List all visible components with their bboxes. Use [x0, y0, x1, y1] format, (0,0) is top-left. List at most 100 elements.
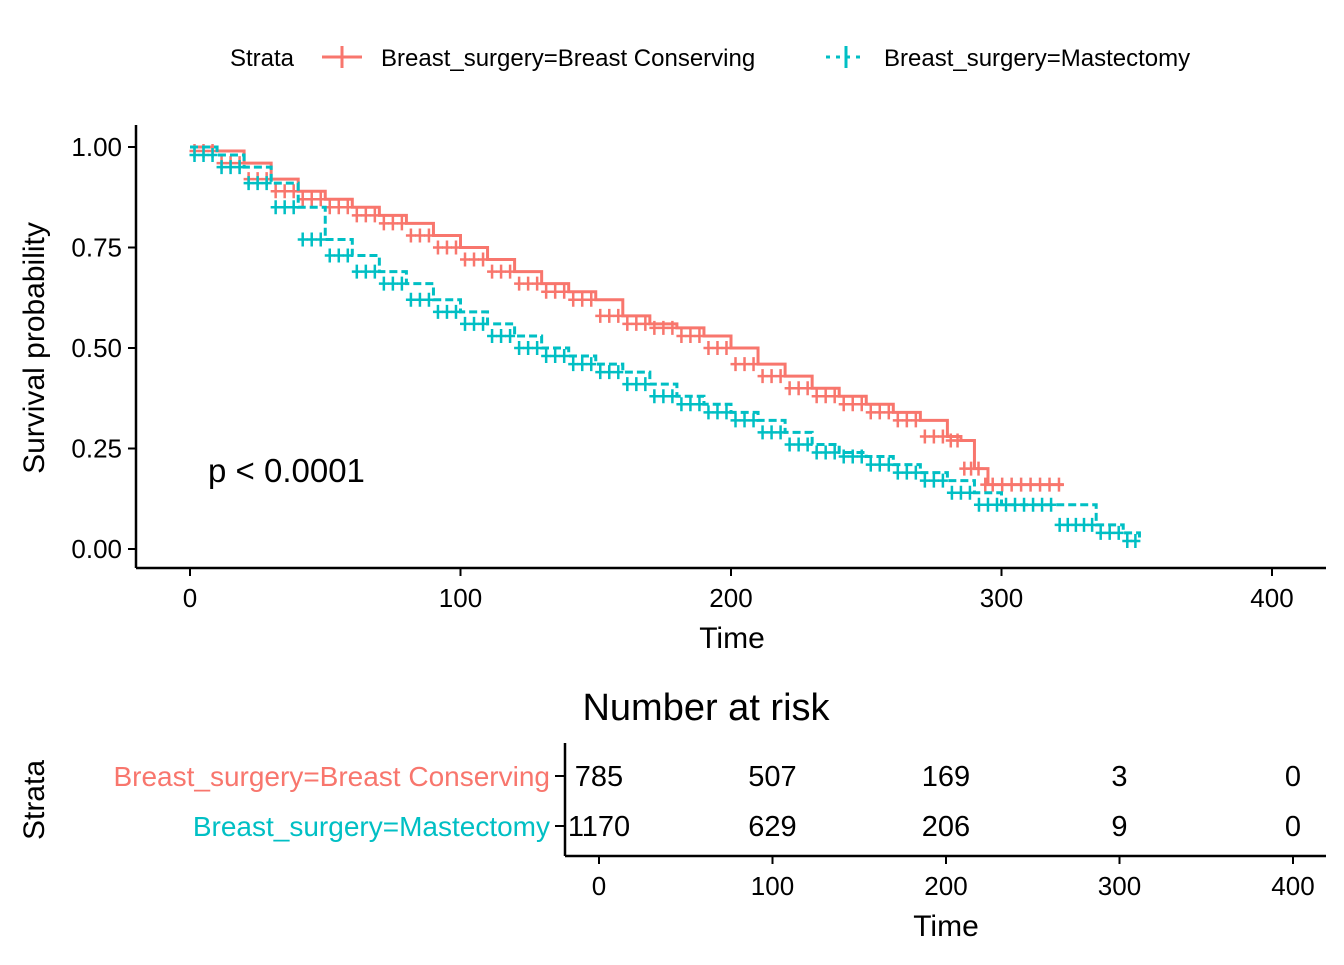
risk-cell: 785	[575, 761, 623, 793]
risk-cell: 169	[922, 761, 970, 793]
censor-mark-mastectomy	[396, 276, 407, 291]
censor-mark-mastectomy	[405, 292, 416, 307]
censor-mark-conserving	[622, 316, 633, 331]
censor-mark-mastectomy	[694, 397, 705, 412]
censor-mark-conserving	[910, 413, 921, 428]
censor-mark-mastectomy	[568, 357, 579, 372]
censor-mark-conserving	[577, 292, 588, 307]
y-axis-title: Survival probability	[18, 222, 51, 474]
censor-mark-conserving	[820, 389, 831, 404]
censor-mark-mastectomy	[856, 449, 867, 464]
censor-mark-conserving	[667, 320, 678, 335]
censor-mark-mastectomy	[991, 497, 1002, 512]
censor-mark-conserving	[937, 429, 948, 444]
censor-mark-mastectomy	[676, 397, 687, 412]
risk-row-label-conserving: Breast_surgery=Breast Conserving	[113, 761, 550, 792]
censor-mark-conserving	[396, 216, 407, 231]
censor-mark-mastectomy	[378, 276, 389, 291]
censor-mark-conserving	[523, 276, 534, 291]
censor-mark-conserving	[811, 389, 822, 404]
censor-mark-conserving	[360, 208, 371, 223]
risk-cell: 3	[1111, 761, 1127, 793]
censor-mark-conserving	[793, 381, 804, 396]
censor-mark-mastectomy	[928, 473, 939, 488]
y-tick-label: 0.50	[71, 333, 122, 363]
censor-mark-mastectomy	[712, 405, 723, 420]
censor-mark-mastectomy	[829, 445, 840, 460]
censor-mark-mastectomy	[919, 473, 930, 488]
survival-curves	[189, 144, 1141, 548]
censor-mark-conserving	[586, 292, 597, 307]
censor-mark-mastectomy	[811, 445, 822, 460]
censor-mark-mastectomy	[910, 465, 921, 480]
censor-mark-conserving	[775, 369, 786, 384]
risk-table-x-title: Time	[913, 910, 979, 943]
censor-mark-mastectomy	[838, 449, 849, 464]
censor-mark-mastectomy	[721, 405, 732, 420]
censor-mark-conserving	[405, 228, 416, 243]
censor-mark-mastectomy	[946, 485, 957, 500]
censor-mark-mastectomy	[523, 341, 534, 355]
censor-mark-mastectomy	[586, 357, 597, 372]
censor-mark-mastectomy	[1037, 497, 1048, 512]
y-tick-label: 0.00	[71, 534, 122, 564]
censor-mark-mastectomy	[1046, 497, 1057, 512]
censor-mark-conserving	[748, 357, 759, 372]
censor-mark-mastectomy	[387, 276, 398, 291]
censor-mark-mastectomy	[1087, 517, 1098, 532]
censor-mark-mastectomy	[306, 232, 317, 247]
censor-mark-mastectomy	[315, 232, 326, 247]
censor-mark-conserving	[865, 405, 876, 420]
risk-cell: 507	[748, 761, 796, 793]
censor-mark-conserving	[423, 228, 434, 243]
censor-mark-conserving	[901, 413, 912, 428]
censor-mark-mastectomy	[351, 264, 362, 279]
censor-mark-mastectomy	[1104, 525, 1115, 540]
censor-mark-mastectomy	[324, 248, 335, 263]
censor-mark-mastectomy	[892, 465, 903, 480]
censor-mark-conserving	[288, 184, 299, 199]
censor-mark-conserving	[496, 264, 507, 279]
censor-mark-mastectomy	[964, 485, 975, 500]
censor-mark-conserving	[694, 328, 705, 343]
censor-mark-conserving	[856, 397, 867, 412]
censor-mark-mastectomy	[1001, 497, 1012, 512]
censor-mark-mastectomy	[757, 425, 768, 440]
censor-mark-conserving	[658, 320, 669, 335]
censor-mark-mastectomy	[432, 304, 443, 319]
censor-mark-mastectomy	[577, 357, 588, 372]
x-tick-label: 200	[709, 583, 752, 613]
censor-mark-conserving	[631, 316, 642, 331]
censor-mark-conserving	[315, 192, 326, 207]
censor-mark-conserving	[703, 341, 714, 355]
risk-table-y-title: Strata	[18, 760, 51, 840]
censor-mark-conserving	[414, 228, 425, 243]
censor-mark-conserving	[1016, 477, 1027, 492]
risk-cell: 0	[1285, 761, 1301, 793]
censor-mark-conserving	[441, 240, 452, 255]
censor-mark-conserving	[378, 216, 389, 231]
censor-mark-conserving	[487, 264, 498, 279]
censor-mark-mastectomy	[883, 457, 894, 472]
censor-mark-conserving	[369, 208, 380, 223]
censor-mark-mastectomy	[739, 413, 750, 428]
censor-mark-conserving	[649, 320, 660, 335]
censor-mark-conserving	[802, 381, 813, 396]
censor-mark-conserving	[306, 192, 317, 207]
censor-mark-mastectomy	[550, 349, 561, 364]
censor-mark-mastectomy	[414, 292, 425, 307]
censor-mark-mastectomy	[631, 377, 642, 392]
censor-mark-mastectomy	[703, 405, 714, 420]
censor-mark-mastectomy	[1010, 497, 1021, 512]
censor-mark-mastectomy	[207, 148, 218, 163]
censor-mark-mastectomy	[649, 389, 660, 404]
censor-mark-mastectomy	[730, 413, 741, 428]
censor-mark-conserving	[1053, 477, 1064, 492]
censor-mark-mastectomy	[423, 292, 434, 307]
censor-mark-mastectomy	[865, 457, 876, 472]
censor-mark-mastectomy	[613, 365, 624, 380]
censor-mark-mastectomy	[342, 248, 353, 263]
censor-mark-conserving	[460, 252, 471, 267]
censor-mark-mastectomy	[198, 148, 209, 163]
